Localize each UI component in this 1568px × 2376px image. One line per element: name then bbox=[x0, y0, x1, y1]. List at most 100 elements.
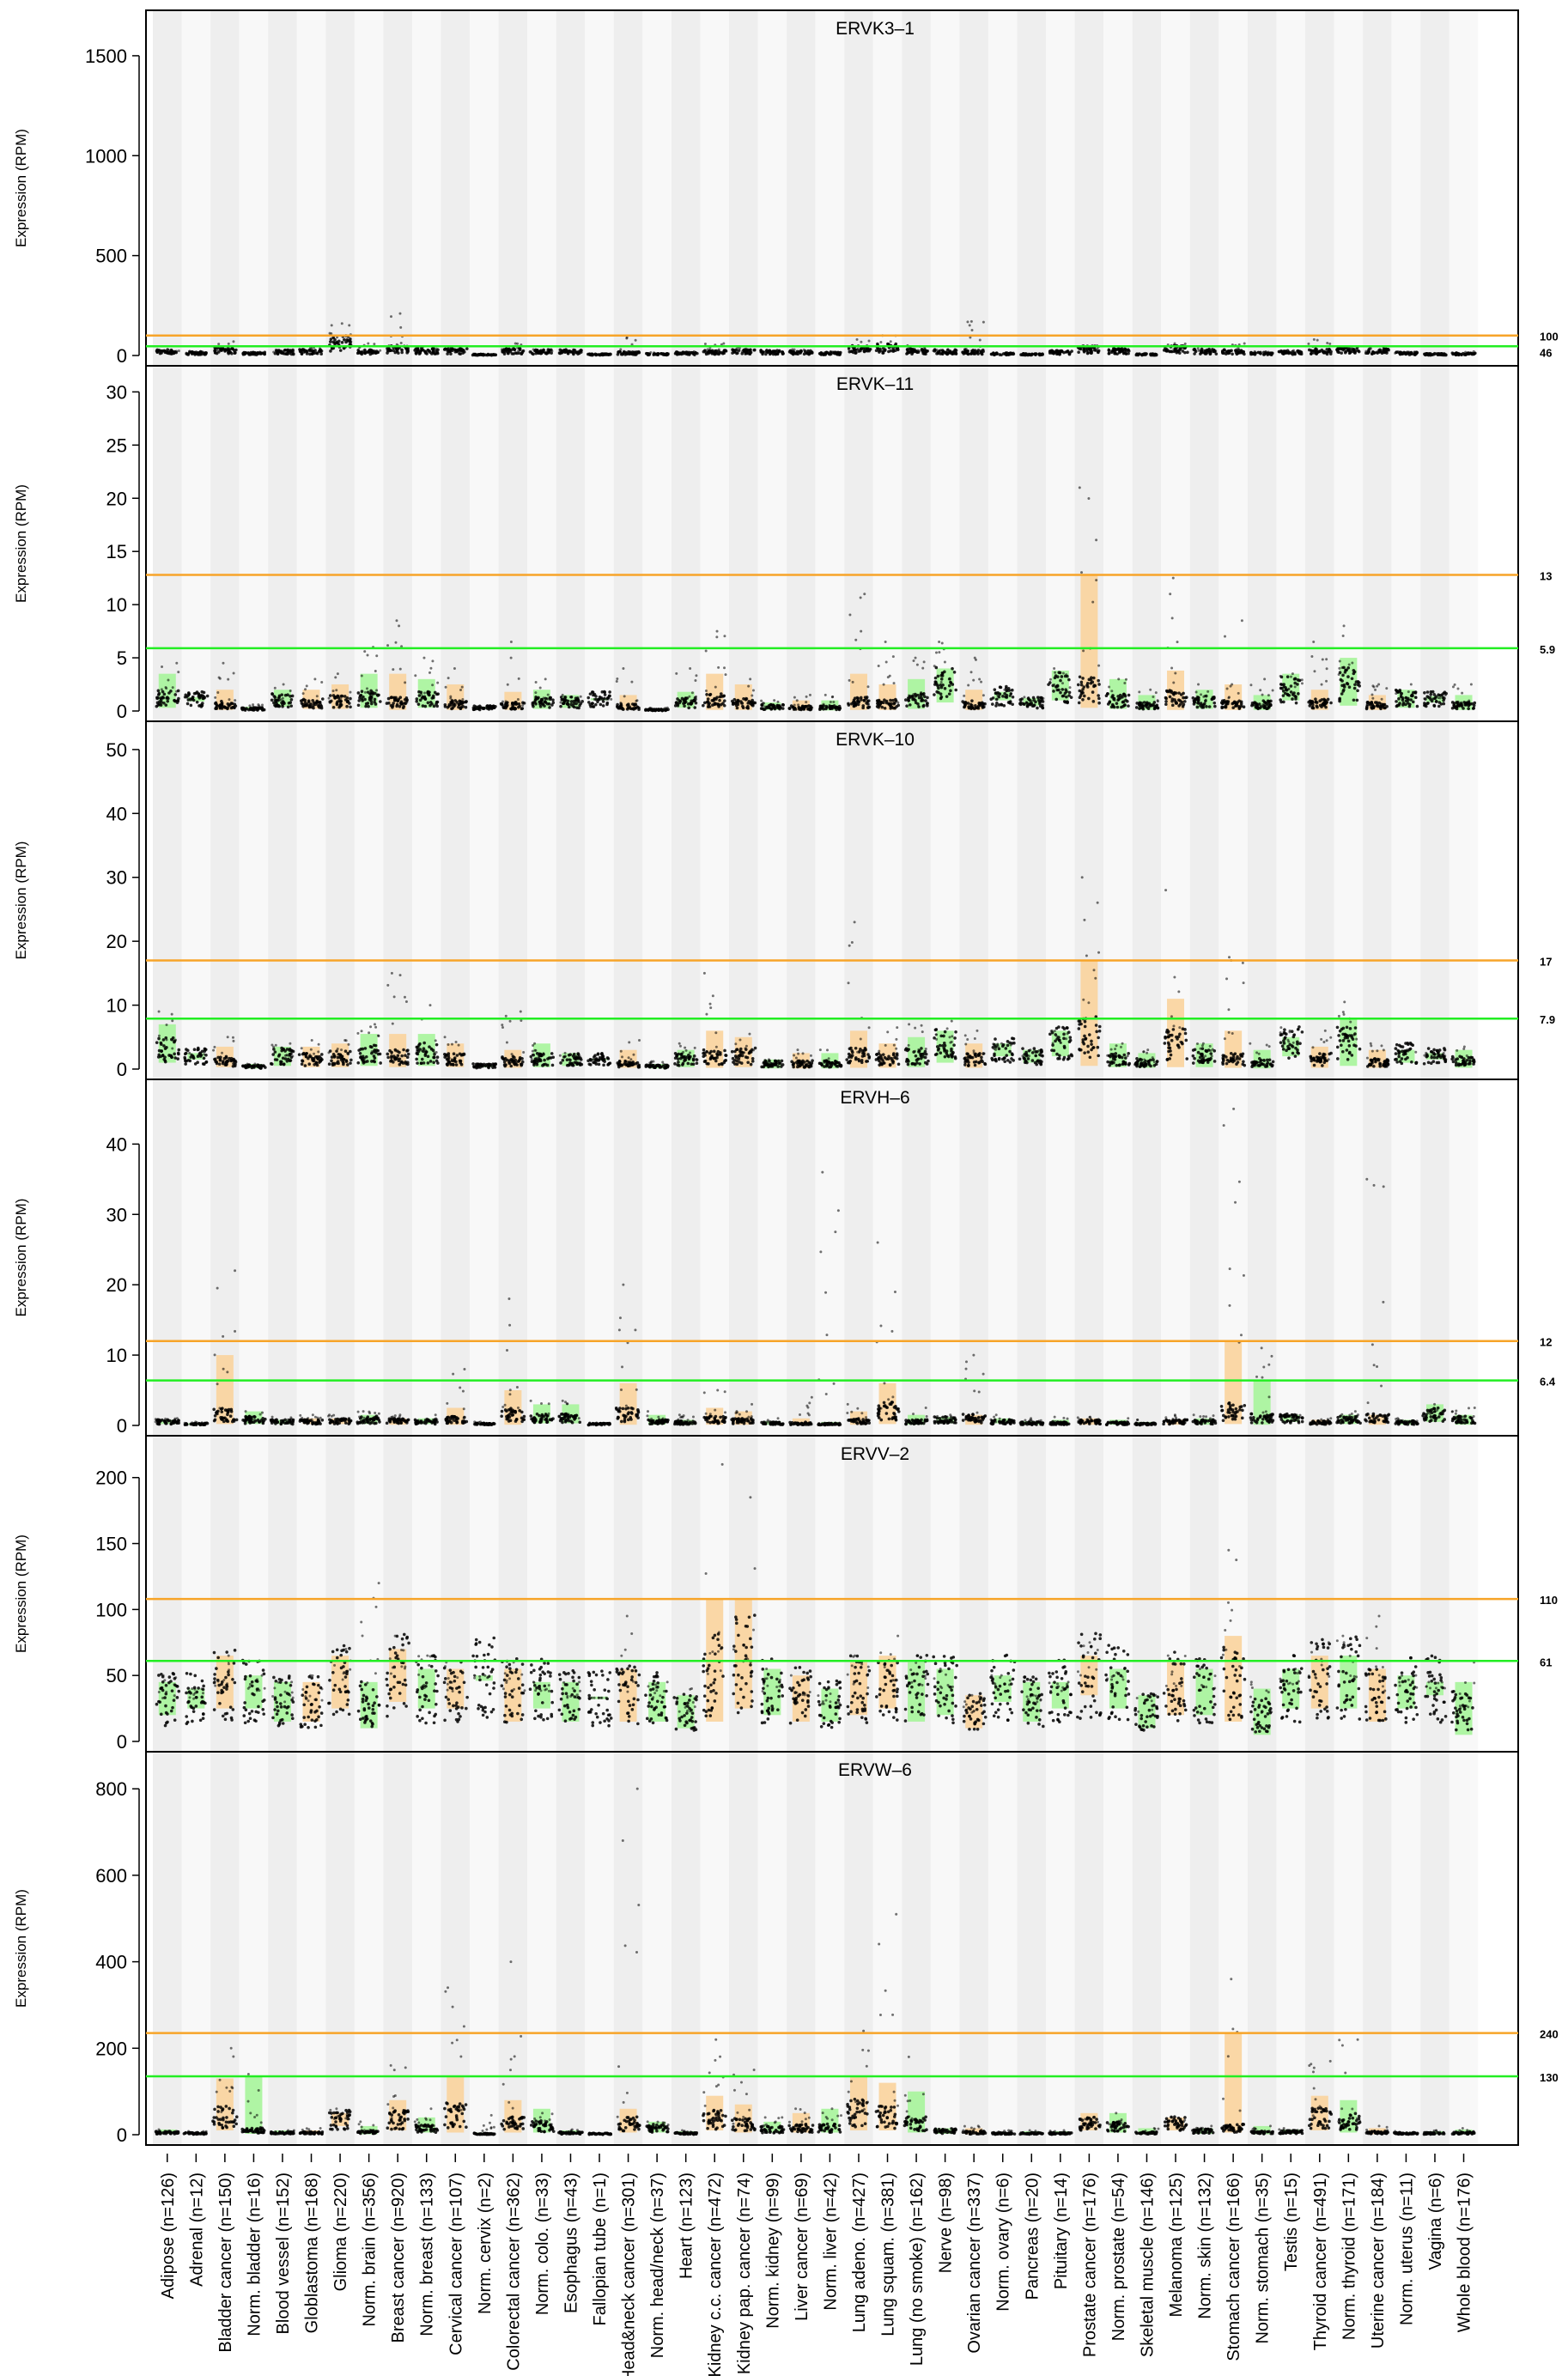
data-point bbox=[361, 674, 363, 677]
data-point bbox=[1230, 349, 1233, 352]
data-point bbox=[1172, 577, 1175, 580]
data-point bbox=[586, 696, 590, 700]
data-point bbox=[1473, 350, 1475, 353]
data-point bbox=[1355, 348, 1358, 350]
data-point bbox=[1285, 351, 1287, 354]
data-point bbox=[331, 347, 334, 350]
data-point bbox=[1403, 351, 1406, 354]
category-band bbox=[153, 366, 182, 721]
data-point bbox=[689, 667, 691, 670]
data-point bbox=[379, 1053, 382, 1056]
data-point bbox=[462, 705, 465, 708]
data-point bbox=[394, 1056, 398, 1060]
data-point bbox=[798, 351, 800, 354]
data-point bbox=[909, 703, 912, 707]
category-band bbox=[729, 10, 758, 366]
category-band bbox=[902, 10, 931, 366]
data-point bbox=[559, 702, 562, 704]
data-point bbox=[933, 693, 936, 696]
category-band bbox=[873, 721, 903, 1079]
data-point bbox=[514, 1059, 518, 1062]
data-point bbox=[1036, 353, 1038, 355]
data-point bbox=[1095, 579, 1097, 581]
data-point bbox=[458, 352, 461, 355]
data-point bbox=[167, 349, 170, 352]
data-point bbox=[270, 1062, 273, 1066]
data-point bbox=[597, 353, 599, 355]
data-point bbox=[1279, 698, 1282, 702]
data-point bbox=[704, 343, 707, 345]
data-point bbox=[1127, 694, 1131, 697]
y-tick-label: 1500 bbox=[85, 46, 127, 67]
data-point bbox=[602, 704, 605, 708]
data-point bbox=[334, 676, 337, 678]
data-point bbox=[853, 705, 856, 708]
data-point bbox=[678, 699, 681, 702]
y-tick-label: 15 bbox=[106, 541, 127, 562]
y-axis-label: Expression (RPM) bbox=[13, 484, 29, 603]
data-point bbox=[204, 696, 206, 699]
data-point bbox=[937, 687, 940, 690]
data-point bbox=[1423, 697, 1425, 700]
data-point bbox=[999, 685, 1002, 689]
category-band bbox=[1133, 366, 1162, 721]
data-point bbox=[398, 624, 400, 627]
data-point bbox=[1023, 696, 1025, 698]
data-point bbox=[920, 691, 922, 694]
data-point bbox=[690, 351, 693, 354]
data-point bbox=[1070, 349, 1073, 353]
data-point bbox=[397, 699, 400, 702]
data-point bbox=[1012, 696, 1015, 699]
category-band bbox=[325, 10, 355, 366]
data-point bbox=[707, 697, 710, 701]
data-point bbox=[912, 693, 915, 696]
data-point bbox=[1355, 680, 1358, 684]
data-point bbox=[912, 659, 915, 662]
data-point bbox=[374, 1044, 378, 1048]
y-tick-label: 0 bbox=[117, 701, 127, 722]
data-point bbox=[1377, 349, 1381, 352]
data-point bbox=[972, 679, 975, 682]
data-point bbox=[328, 1062, 331, 1066]
data-point bbox=[289, 704, 293, 708]
data-point bbox=[1038, 696, 1041, 699]
data-point bbox=[1206, 690, 1209, 693]
data-point bbox=[478, 1065, 481, 1067]
data-point bbox=[1377, 705, 1380, 708]
data-point bbox=[337, 1048, 339, 1050]
data-point bbox=[1240, 701, 1243, 704]
data-point bbox=[1324, 351, 1328, 355]
data-point bbox=[805, 696, 808, 698]
category-band bbox=[902, 366, 931, 721]
category-band bbox=[325, 721, 355, 1079]
data-point bbox=[616, 680, 618, 683]
data-point bbox=[1195, 690, 1198, 693]
data-point bbox=[664, 353, 666, 355]
data-point bbox=[838, 705, 842, 708]
data-point bbox=[1437, 696, 1439, 699]
data-point bbox=[447, 677, 450, 679]
data-point bbox=[803, 349, 805, 351]
data-point bbox=[199, 703, 203, 707]
data-point bbox=[155, 349, 159, 352]
data-point bbox=[883, 698, 886, 702]
data-point bbox=[549, 696, 552, 700]
data-point bbox=[708, 351, 711, 354]
data-point bbox=[517, 706, 520, 709]
data-point bbox=[319, 701, 322, 704]
data-point bbox=[1433, 704, 1437, 708]
data-point bbox=[428, 349, 431, 352]
data-point bbox=[887, 702, 890, 706]
data-point bbox=[1385, 705, 1389, 708]
data-point bbox=[936, 349, 939, 351]
data-point bbox=[1025, 701, 1028, 703]
data-point bbox=[979, 339, 982, 342]
data-point bbox=[861, 707, 865, 710]
data-point bbox=[338, 1056, 341, 1059]
data-point bbox=[1110, 705, 1114, 708]
data-point bbox=[635, 339, 637, 342]
data-point bbox=[732, 702, 735, 706]
data-point bbox=[605, 703, 609, 707]
data-point bbox=[848, 703, 851, 707]
data-point bbox=[1067, 694, 1071, 697]
